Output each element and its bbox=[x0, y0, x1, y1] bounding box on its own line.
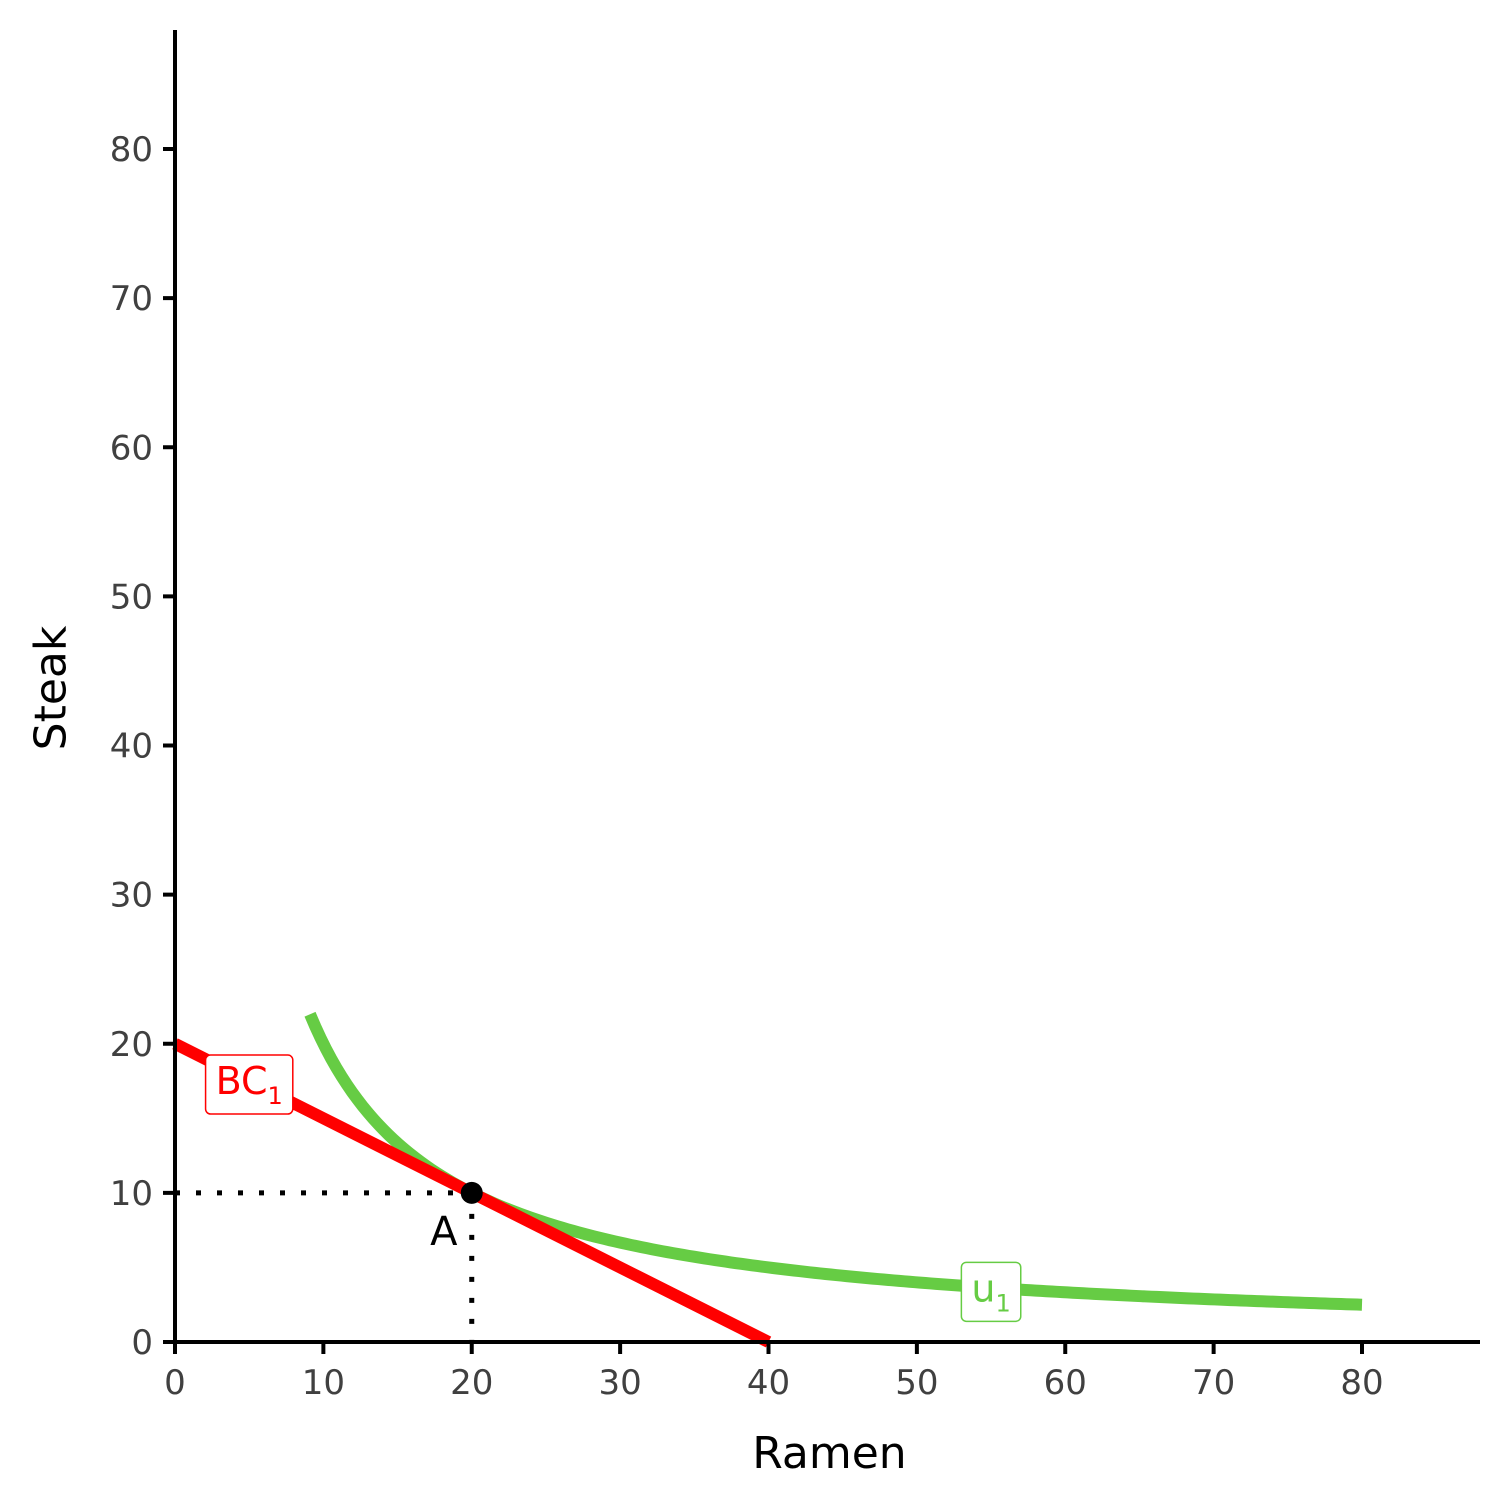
indifference-curve-line bbox=[304, 1011, 1363, 1311]
y-tick-label: 50 bbox=[110, 577, 153, 617]
y-tick-label: 70 bbox=[110, 279, 153, 319]
x-tick-label: 0 bbox=[164, 1363, 186, 1403]
x-tick-label: 20 bbox=[450, 1363, 493, 1403]
indifference-label: u1 bbox=[960, 1261, 1022, 1323]
budget-label-subscript: 1 bbox=[268, 1082, 283, 1110]
y-axis-title: Steak bbox=[25, 625, 76, 750]
indifference-label-name: u bbox=[971, 1266, 995, 1310]
x-tick-label: 80 bbox=[1340, 1363, 1383, 1403]
y-tick-label: 10 bbox=[110, 1174, 153, 1214]
budget-label-text: BC1 bbox=[216, 1059, 283, 1110]
indifference-label-subscript: 1 bbox=[995, 1289, 1010, 1317]
y-tick-label: 30 bbox=[110, 876, 153, 916]
budget-label: BC1 bbox=[204, 1054, 294, 1115]
x-tick-label: 40 bbox=[747, 1363, 790, 1403]
y-tick-label: 80 bbox=[110, 130, 153, 170]
y-tick-label: 20 bbox=[110, 1025, 153, 1065]
point-a-label: A bbox=[430, 1209, 458, 1255]
x-tick-label: 60 bbox=[1044, 1363, 1087, 1403]
x-axis-title: Ramen bbox=[752, 1428, 906, 1479]
indifference-label-box bbox=[960, 1261, 1022, 1323]
y-tick-label: 0 bbox=[131, 1323, 153, 1363]
point-a-marker bbox=[460, 1181, 483, 1204]
y-tick-label: 40 bbox=[110, 727, 153, 767]
budget-label-box bbox=[204, 1054, 294, 1115]
x-tick-label: 50 bbox=[895, 1363, 938, 1403]
y-tick-label: 60 bbox=[110, 428, 153, 468]
x-tick-label: 30 bbox=[598, 1363, 641, 1403]
x-tick-label: 70 bbox=[1192, 1363, 1235, 1403]
budget-label-name: BC bbox=[216, 1059, 268, 1103]
indifference-label-text: u1 bbox=[971, 1266, 1010, 1317]
x-tick-label: 10 bbox=[302, 1363, 345, 1403]
